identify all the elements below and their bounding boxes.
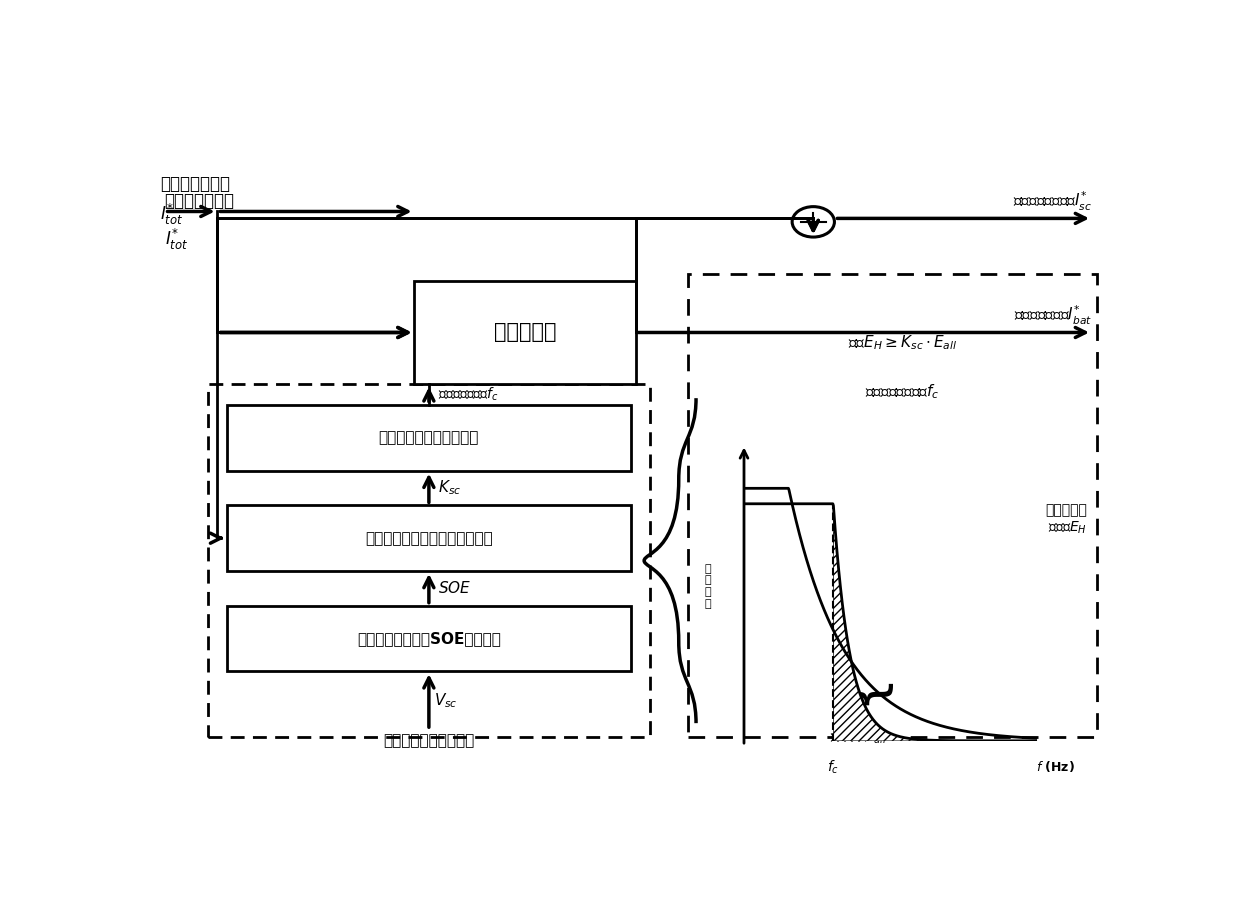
Bar <box>227 506 631 571</box>
Text: $SOE$: $SOE$ <box>439 580 471 596</box>
Text: 使得$E_H\geq K_{sc}\cdot E_{all}$: 使得$E_H\geq K_{sc}\cdot E_{all}$ <box>848 333 957 352</box>
Text: 频谱高频部
分面积$E_H$: 频谱高频部 分面积$E_H$ <box>1045 503 1087 535</box>
Text: 采集的超级电容端电压: 采集的超级电容端电压 <box>383 734 475 749</box>
Text: 锂电池参考电流$I_{bat}^{*}$: 锂电池参考电流$I_{bat}^{*}$ <box>1014 304 1092 327</box>
Text: 超级电容能量状态SOE计算模块: 超级电容能量状态SOE计算模块 <box>357 631 501 646</box>
Text: 低通滤波器: 低通滤波器 <box>494 322 557 342</box>
Text: }: } <box>832 682 885 717</box>
Text: $f$ (Hz): $f$ (Hz) <box>1035 759 1075 774</box>
Text: $I_{tot}^{*}$: $I_{tot}^{*}$ <box>160 202 184 227</box>
Text: 负载参考总电流: 负载参考总电流 <box>160 175 229 193</box>
Bar <box>227 405 631 471</box>
Text: $I_{tot}^{*}$: $I_{tot}^{*}$ <box>165 226 188 251</box>
Text: 负载参考总电流: 负载参考总电流 <box>165 192 234 210</box>
Bar <box>414 280 635 384</box>
Text: 滤波器截止频率计算模块: 滤波器截止频率计算模块 <box>378 430 479 445</box>
Bar <box>208 384 650 737</box>
Text: 超级电容参考电流$I_{sc}^{*}$: 超级电容参考电流$I_{sc}^{*}$ <box>1013 189 1092 213</box>
Text: 频
谱
幅
值: 频 谱 幅 值 <box>706 564 712 609</box>
Text: 超级电容电流分配比例确定模块: 超级电容电流分配比例确定模块 <box>365 531 492 546</box>
Text: 滤波器截止频率$f_c$: 滤波器截止频率$f_c$ <box>439 386 500 403</box>
Text: 成立的最大频率为$f_c$: 成立的最大频率为$f_c$ <box>866 382 940 401</box>
Text: 频谱总面积$E_{all}$: 频谱总面积$E_{all}$ <box>830 730 887 746</box>
Bar <box>227 605 631 672</box>
Text: $f_c$: $f_c$ <box>827 759 839 776</box>
Bar <box>688 274 1096 737</box>
Text: $V_{sc}$: $V_{sc}$ <box>434 691 458 709</box>
Text: $K_{sc}$: $K_{sc}$ <box>439 479 461 497</box>
